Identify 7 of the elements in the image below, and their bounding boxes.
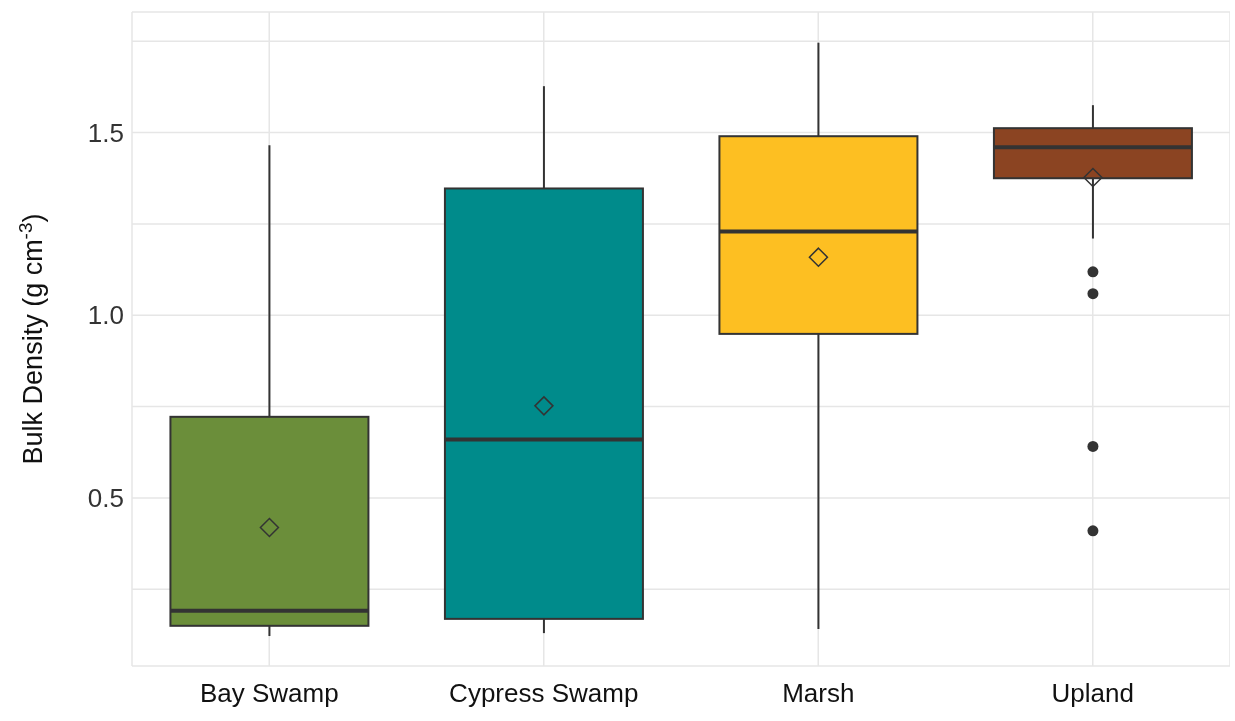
- x-tick-label: Cypress Swamp: [449, 678, 639, 709]
- y-tick-label: 1.5: [87, 117, 124, 148]
- x-tick-label: Upland: [1051, 678, 1134, 709]
- y-tick-label: 1.0: [87, 300, 124, 331]
- y-tick-label: 0.5: [87, 483, 124, 514]
- x-tick-label: Bay Swamp: [199, 678, 339, 709]
- x-tick-label: Marsh: [782, 678, 855, 709]
